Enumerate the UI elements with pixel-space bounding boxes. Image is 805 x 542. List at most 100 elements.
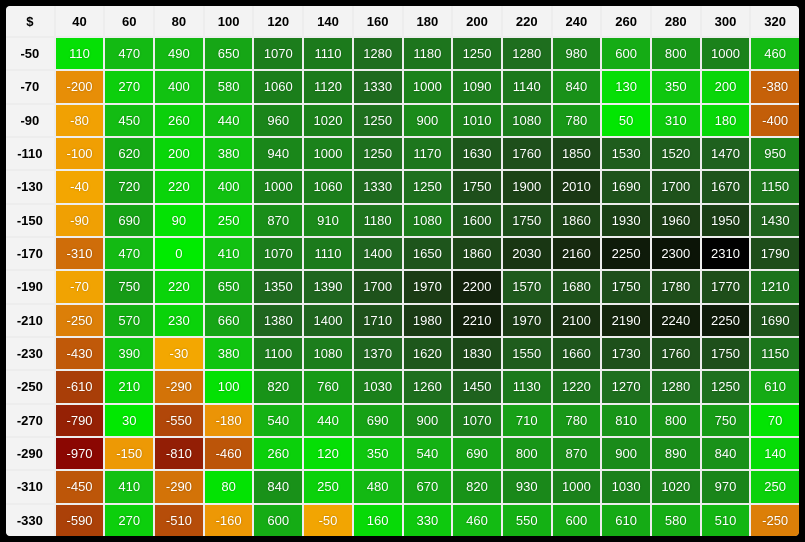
heatmap-cell[interactable]: 1660 [552, 338, 601, 370]
heatmap-cell[interactable]: 710 [502, 404, 551, 436]
heatmap-cell[interactable]: 750 [105, 271, 154, 303]
heatmap-cell[interactable]: 1630 [453, 138, 501, 170]
heatmap-cell[interactable]: 450 [105, 104, 154, 136]
heatmap-cell[interactable]: 100 [204, 371, 253, 403]
heatmap-cell[interactable]: 1450 [453, 371, 501, 403]
heatmap-cell[interactable]: 2250 [602, 238, 650, 270]
heatmap-cell[interactable]: 750 [701, 404, 750, 436]
heatmap-cell[interactable]: 1030 [602, 471, 650, 503]
heatmap-cell[interactable]: 1210 [751, 271, 799, 303]
heatmap-cell[interactable]: 460 [453, 504, 501, 536]
heatmap-cell[interactable]: 1850 [552, 138, 601, 170]
heatmap-cell[interactable]: 650 [204, 271, 253, 303]
heatmap-cell[interactable]: 1650 [403, 238, 452, 270]
heatmap-cell[interactable]: 2300 [651, 238, 700, 270]
heatmap-cell[interactable]: 1000 [254, 171, 303, 203]
heatmap-cell[interactable]: 1180 [403, 38, 452, 70]
heatmap-cell[interactable]: 1570 [502, 271, 551, 303]
heatmap-cell[interactable]: 2100 [552, 304, 601, 336]
heatmap-cell[interactable]: 900 [403, 404, 452, 436]
heatmap-cell[interactable]: 260 [155, 104, 203, 136]
heatmap-cell[interactable]: 70 [751, 404, 799, 436]
heatmap-cell[interactable]: 390 [105, 338, 154, 370]
heatmap-cell[interactable]: 350 [353, 438, 402, 470]
heatmap-cell[interactable]: 1000 [552, 471, 601, 503]
heatmap-cell[interactable]: 510 [701, 504, 750, 536]
heatmap-cell[interactable]: 1950 [701, 204, 750, 236]
heatmap-cell[interactable]: 900 [602, 438, 650, 470]
heatmap-cell[interactable]: -50 [304, 504, 352, 536]
heatmap-cell[interactable]: 2240 [651, 304, 700, 336]
heatmap-cell[interactable]: 1930 [602, 204, 650, 236]
heatmap-cell[interactable]: 2210 [453, 304, 501, 336]
heatmap-cell[interactable]: 1280 [502, 38, 551, 70]
heatmap-cell[interactable]: 900 [403, 104, 452, 136]
heatmap-cell[interactable]: 410 [204, 238, 253, 270]
heatmap-cell[interactable]: 210 [105, 371, 154, 403]
heatmap-cell[interactable]: 930 [502, 471, 551, 503]
heatmap-cell[interactable]: -80 [55, 104, 104, 136]
heatmap-cell[interactable]: 250 [751, 471, 799, 503]
heatmap-cell[interactable]: 1060 [304, 171, 352, 203]
heatmap-cell[interactable]: -610 [55, 371, 104, 403]
heatmap-cell[interactable]: 690 [453, 438, 501, 470]
heatmap-cell[interactable]: 1150 [751, 338, 799, 370]
heatmap-cell[interactable]: 180 [701, 104, 750, 136]
heatmap-cell[interactable]: 0 [155, 238, 203, 270]
heatmap-cell[interactable]: 1280 [651, 371, 700, 403]
heatmap-cell[interactable]: -40 [55, 171, 104, 203]
heatmap-cell[interactable]: 1250 [701, 371, 750, 403]
heatmap-cell[interactable]: 1180 [353, 204, 402, 236]
heatmap-cell[interactable]: 940 [254, 138, 303, 170]
heatmap-cell[interactable]: -970 [55, 438, 104, 470]
heatmap-cell[interactable]: -100 [55, 138, 104, 170]
heatmap-cell[interactable]: -400 [751, 104, 799, 136]
heatmap-cell[interactable]: 610 [751, 371, 799, 403]
heatmap-cell[interactable]: 570 [105, 304, 154, 336]
heatmap-cell[interactable]: 2200 [453, 271, 501, 303]
heatmap-cell[interactable]: 460 [751, 38, 799, 70]
heatmap-cell[interactable]: 1080 [403, 204, 452, 236]
heatmap-cell[interactable]: 970 [701, 471, 750, 503]
heatmap-cell[interactable]: 690 [105, 204, 154, 236]
heatmap-cell[interactable]: 1080 [304, 338, 352, 370]
heatmap-cell[interactable]: 1330 [353, 71, 402, 103]
heatmap-cell[interactable]: 670 [403, 471, 452, 503]
heatmap-cell[interactable]: 960 [254, 104, 303, 136]
heatmap-cell[interactable]: -790 [55, 404, 104, 436]
heatmap-cell[interactable]: 1750 [502, 204, 551, 236]
heatmap-cell[interactable]: 1100 [254, 338, 303, 370]
heatmap-cell[interactable]: 130 [602, 71, 650, 103]
heatmap-cell[interactable]: -290 [155, 371, 203, 403]
heatmap-cell[interactable]: 1690 [751, 304, 799, 336]
heatmap-cell[interactable]: 1140 [502, 71, 551, 103]
heatmap-cell[interactable]: 1730 [602, 338, 650, 370]
heatmap-cell[interactable]: 1070 [254, 38, 303, 70]
heatmap-cell[interactable]: 1620 [403, 338, 452, 370]
heatmap-cell[interactable]: 2310 [701, 238, 750, 270]
heatmap-cell[interactable]: 1030 [353, 371, 402, 403]
heatmap-cell[interactable]: 380 [204, 338, 253, 370]
heatmap-cell[interactable]: 1760 [502, 138, 551, 170]
heatmap-cell[interactable]: 440 [204, 104, 253, 136]
heatmap-cell[interactable]: 1020 [651, 471, 700, 503]
heatmap-cell[interactable]: 1080 [502, 104, 551, 136]
heatmap-cell[interactable]: 1020 [304, 104, 352, 136]
heatmap-cell[interactable]: 160 [353, 504, 402, 536]
heatmap-cell[interactable]: -550 [155, 404, 203, 436]
heatmap-cell[interactable]: 1860 [552, 204, 601, 236]
heatmap-cell[interactable]: 600 [254, 504, 303, 536]
heatmap-cell[interactable]: 800 [651, 404, 700, 436]
heatmap-cell[interactable]: 220 [155, 171, 203, 203]
heatmap-cell[interactable]: 470 [105, 38, 154, 70]
heatmap-cell[interactable]: 1220 [552, 371, 601, 403]
heatmap-cell[interactable]: 580 [204, 71, 253, 103]
heatmap-cell[interactable]: 1520 [651, 138, 700, 170]
heatmap-cell[interactable]: 1750 [701, 338, 750, 370]
heatmap-cell[interactable]: 760 [304, 371, 352, 403]
heatmap-cell[interactable]: -380 [751, 71, 799, 103]
heatmap-cell[interactable]: 270 [105, 71, 154, 103]
heatmap-cell[interactable]: 1900 [502, 171, 551, 203]
heatmap-cell[interactable]: 780 [552, 104, 601, 136]
heatmap-cell[interactable]: 110 [55, 38, 104, 70]
